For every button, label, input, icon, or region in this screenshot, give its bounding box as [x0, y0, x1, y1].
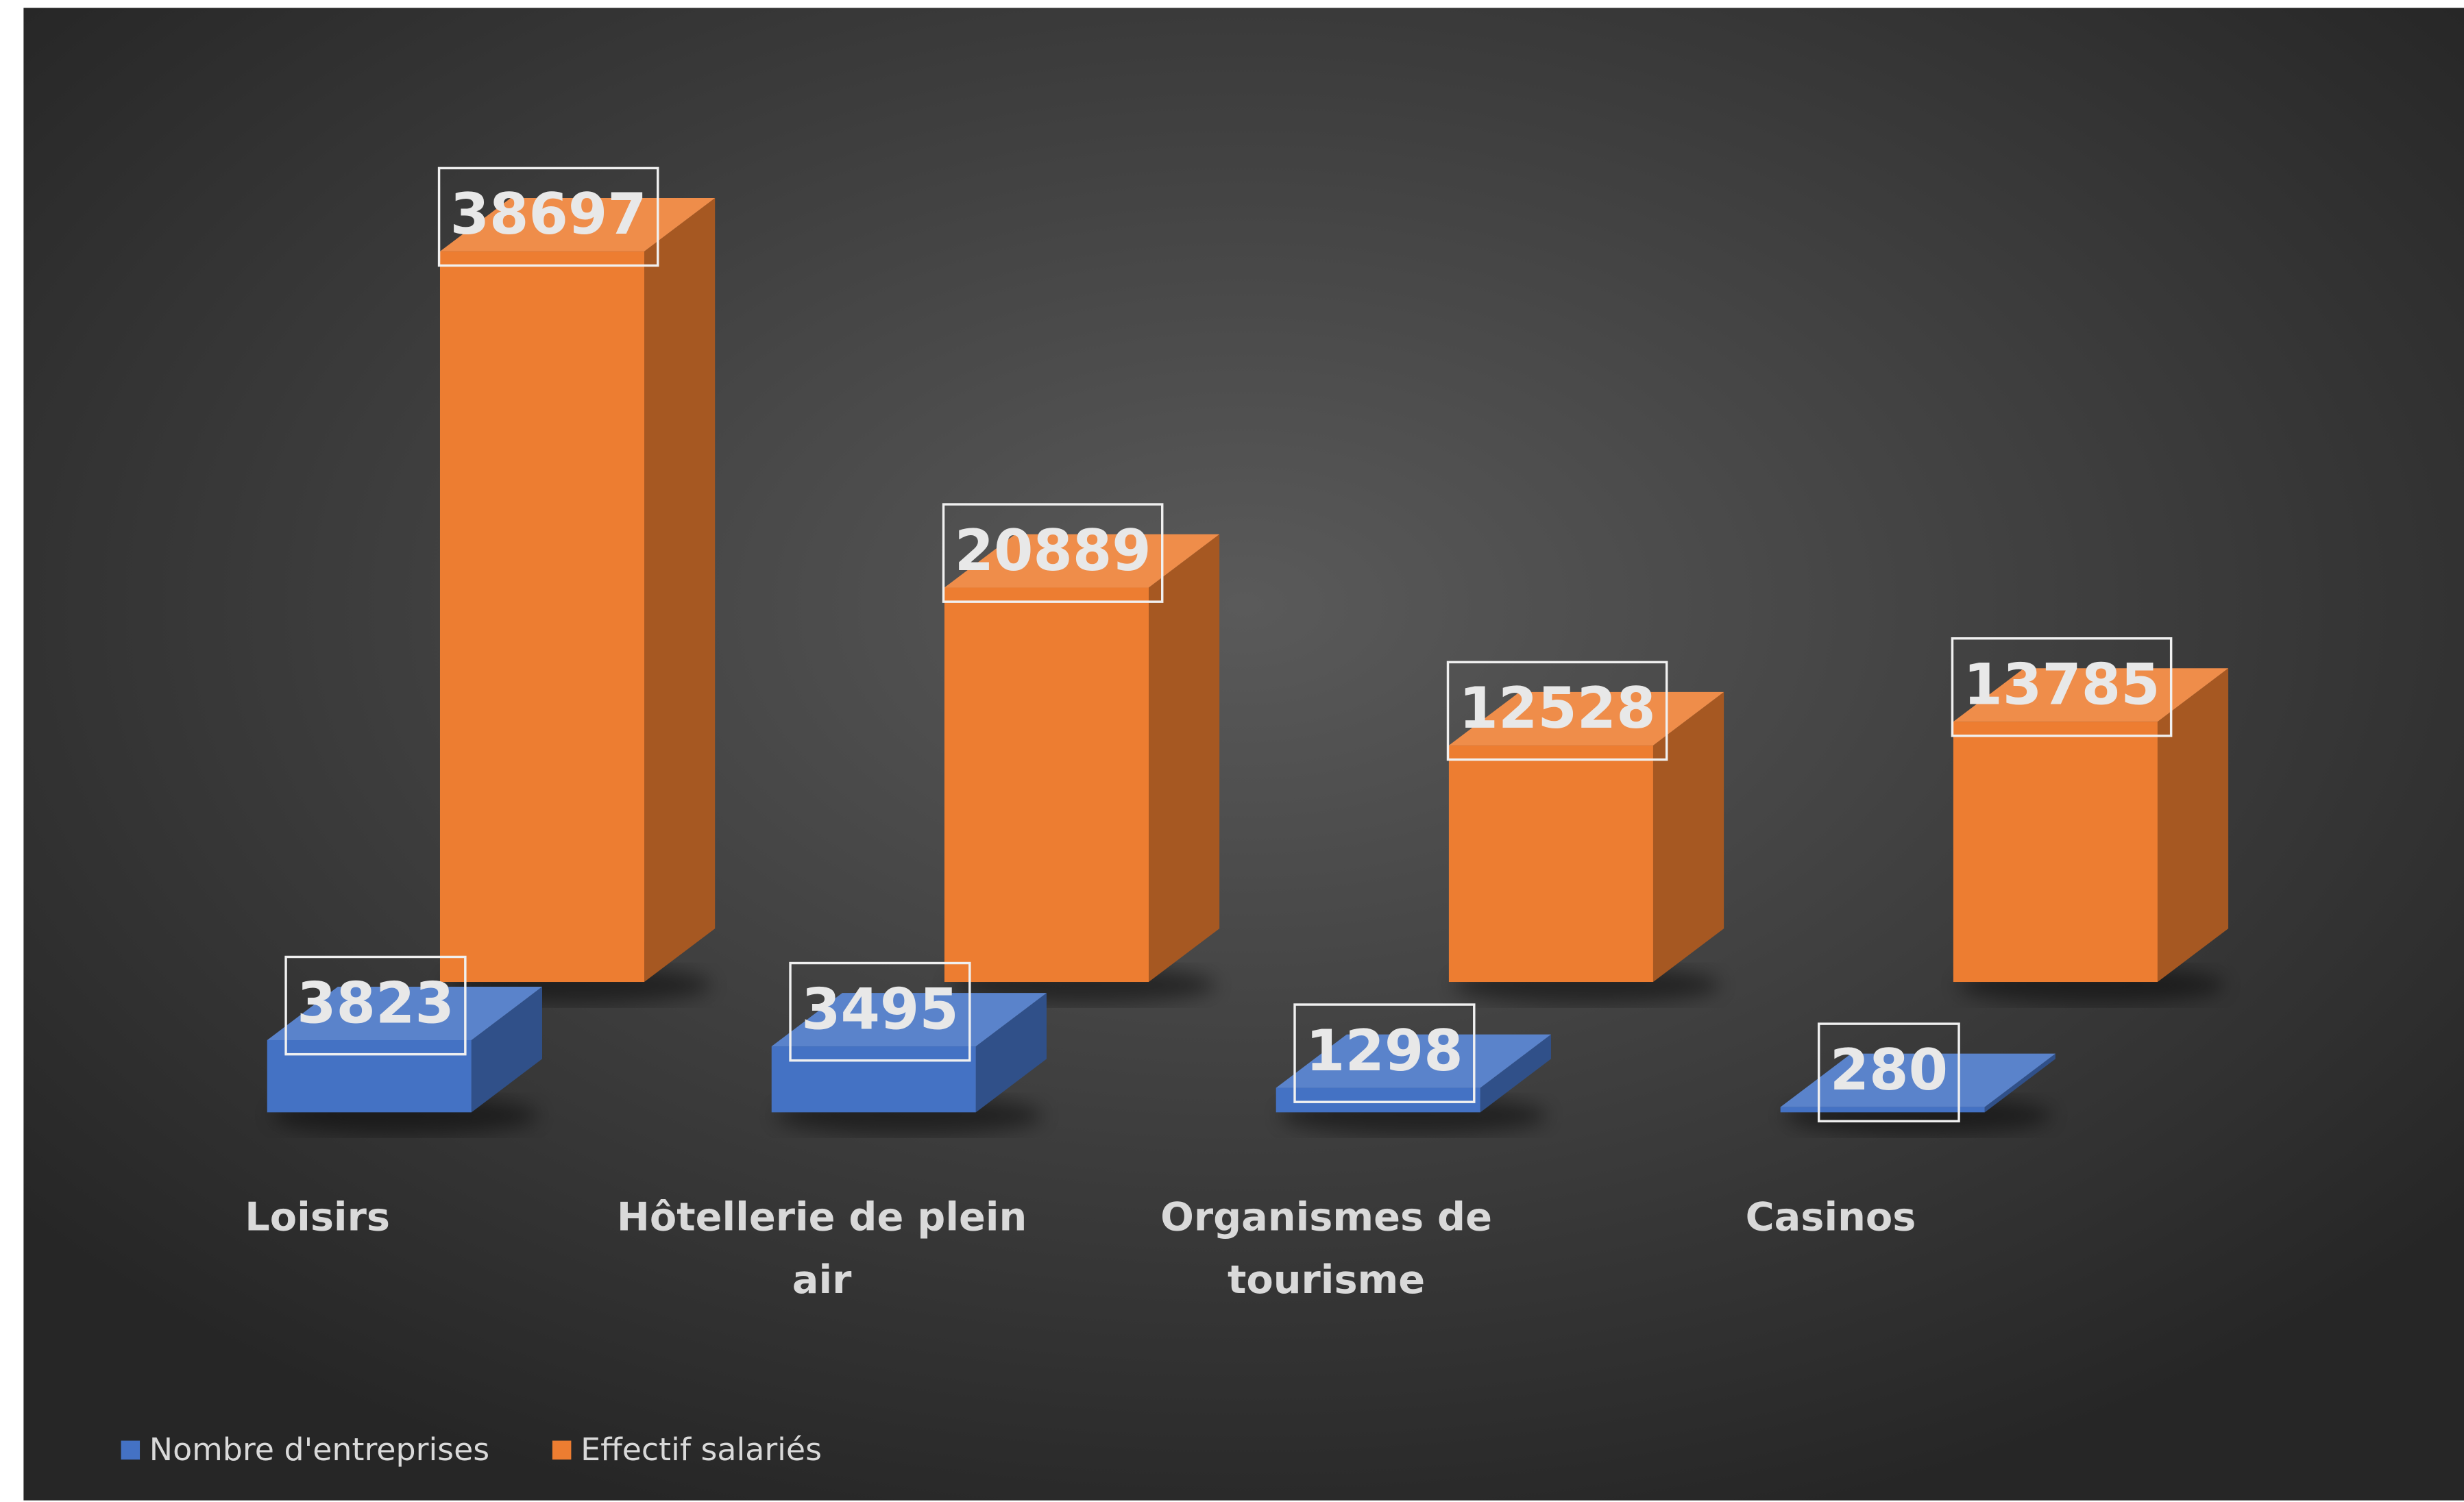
bar-top	[1780, 1053, 2056, 1107]
data-label-box	[437, 167, 659, 267]
data-label: 13785	[1964, 652, 2160, 718]
data-label-box	[1817, 1022, 1960, 1122]
bar-side	[1148, 534, 1220, 983]
data-label-box	[942, 503, 1164, 603]
bar-side	[471, 987, 542, 1113]
bar-side	[644, 197, 716, 983]
x-tick-label: Casinos	[1745, 1194, 1916, 1240]
legend-swatch	[121, 1440, 141, 1460]
data-label-box	[1293, 1003, 1476, 1103]
legend-swatch	[552, 1440, 572, 1460]
data-label-box	[1951, 637, 2173, 737]
data-label-box	[284, 955, 467, 1056]
bar	[1953, 722, 2158, 983]
bar-top	[267, 987, 542, 1041]
bar-side	[2157, 668, 2229, 983]
bar-top	[1276, 1034, 1551, 1088]
bar	[1276, 1087, 1480, 1113]
bar-top	[439, 197, 716, 251]
bar-top	[1448, 691, 1724, 746]
legend-label: Nombre d'entreprises	[149, 1431, 489, 1468]
data-label: 3823	[297, 970, 454, 1036]
bar	[944, 587, 1149, 983]
x-tick-label-box: Organismes de tourisme	[1160, 1194, 1492, 1303]
x-tick-label-box: Hôtellerie de plein air	[616, 1194, 1027, 1303]
bar	[439, 251, 645, 983]
data-label-box	[789, 961, 971, 1062]
data-label: 20889	[955, 518, 1151, 584]
bar-top	[1953, 668, 2229, 722]
bar	[1448, 745, 1653, 983]
data-label: 38697	[450, 182, 647, 247]
bar	[771, 1046, 976, 1113]
bar-side	[1984, 1053, 2056, 1113]
bar-top	[944, 534, 1220, 588]
data-label: 3495	[801, 976, 959, 1042]
bar-side	[1652, 691, 1724, 983]
bar	[1780, 1107, 1985, 1113]
x-tick-label-box: Casinos	[1745, 1194, 1916, 1240]
data-label-box	[1446, 661, 1668, 761]
x-tick-label: Hôtellerie de plein air	[616, 1194, 1027, 1303]
data-label: 12528	[1459, 676, 1656, 741]
data-label: 280	[1830, 1037, 1948, 1103]
x-tick-label-box: Loisirs	[245, 1194, 390, 1240]
bar-side	[1480, 1034, 1551, 1113]
bar	[267, 1040, 472, 1113]
legend-label: Effectif salariés	[581, 1431, 822, 1468]
x-tick-label: Organismes de tourisme	[1160, 1194, 1492, 1303]
bar-top	[771, 993, 1047, 1047]
bar-side	[975, 993, 1047, 1113]
x-tick-label: Loisirs	[245, 1194, 390, 1240]
data-label: 1298	[1306, 1018, 1463, 1084]
